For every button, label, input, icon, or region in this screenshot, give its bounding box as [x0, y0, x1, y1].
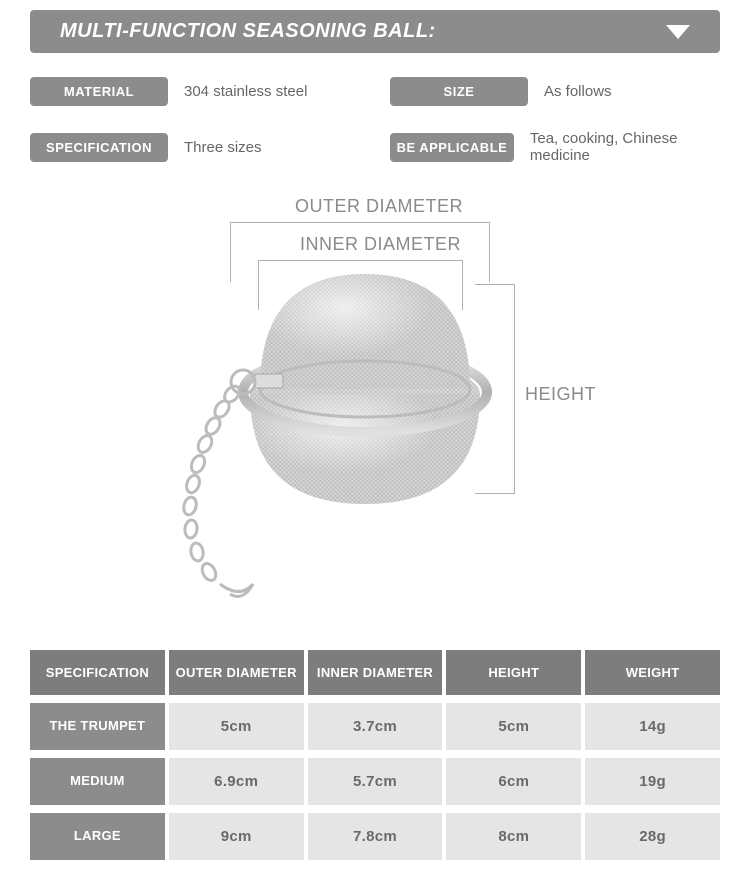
cell: 6.9cm: [169, 758, 304, 805]
size-table: SPECIFICATION OUTER DIAMETER INNER DIAME…: [30, 650, 720, 860]
cell: 3.7cm: [308, 703, 443, 750]
cell: 5.7cm: [308, 758, 443, 805]
inner-diameter-label: INNER DIAMETER: [300, 234, 461, 255]
outer-diameter-label: OUTER DIAMETER: [295, 196, 463, 217]
cell: 28g: [585, 813, 720, 860]
spec-value-specification: Three sizes: [184, 139, 262, 156]
spec-value-applicable: Tea, cooking, Chinese medicine: [530, 130, 720, 164]
section-header: MULTI-FUNCTION SEASONING BALL:: [30, 10, 720, 53]
spec-row-1: MATERIAL 304 stainless steel SIZE As fol…: [30, 77, 720, 106]
cell: 7.8cm: [308, 813, 443, 860]
table-row: MEDIUM 6.9cm 5.7cm 6cm 19g: [30, 758, 720, 805]
spec-value-material: 304 stainless steel: [184, 83, 307, 100]
spec-item: SPECIFICATION Three sizes: [30, 130, 360, 164]
cell: 8cm: [446, 813, 581, 860]
spec-row-2: SPECIFICATION Three sizes BE APPLICABLE …: [30, 130, 720, 164]
table-row: THE TRUMPET 5cm 3.7cm 5cm 14g: [30, 703, 720, 750]
col-specification: SPECIFICATION: [30, 650, 165, 695]
spec-label-applicable: BE APPLICABLE: [390, 133, 514, 162]
cell: 5cm: [169, 703, 304, 750]
spec-value-size: As follows: [544, 83, 612, 100]
triangle-down-icon: [666, 25, 690, 39]
spec-label-specification: SPECIFICATION: [30, 133, 168, 162]
col-outer-diameter: OUTER DIAMETER: [169, 650, 304, 695]
table-header-row: SPECIFICATION OUTER DIAMETER INNER DIAME…: [30, 650, 720, 695]
cell: 19g: [585, 758, 720, 805]
seasoning-ball-illustration: [85, 254, 525, 634]
spec-label-size: SIZE: [390, 77, 528, 106]
row-label: MEDIUM: [30, 758, 165, 805]
spec-item: SIZE As follows: [390, 77, 720, 106]
col-weight: WEIGHT: [585, 650, 720, 695]
cell: 9cm: [169, 813, 304, 860]
spec-label-material: MATERIAL: [30, 77, 168, 106]
product-diagram: OUTER DIAMETER INNER DIAMETER HEIGHT: [30, 184, 720, 644]
row-label: THE TRUMPET: [30, 703, 165, 750]
spec-item: BE APPLICABLE Tea, cooking, Chinese medi…: [390, 130, 720, 164]
spec-item: MATERIAL 304 stainless steel: [30, 77, 360, 106]
cell: 14g: [585, 703, 720, 750]
height-label: HEIGHT: [525, 384, 596, 405]
col-inner-diameter: INNER DIAMETER: [308, 650, 443, 695]
row-label: LARGE: [30, 813, 165, 860]
col-height: HEIGHT: [446, 650, 581, 695]
table-row: LARGE 9cm 7.8cm 8cm 28g: [30, 813, 720, 860]
cell: 5cm: [446, 703, 581, 750]
section-title: MULTI-FUNCTION SEASONING BALL:: [60, 20, 436, 43]
cell: 6cm: [446, 758, 581, 805]
